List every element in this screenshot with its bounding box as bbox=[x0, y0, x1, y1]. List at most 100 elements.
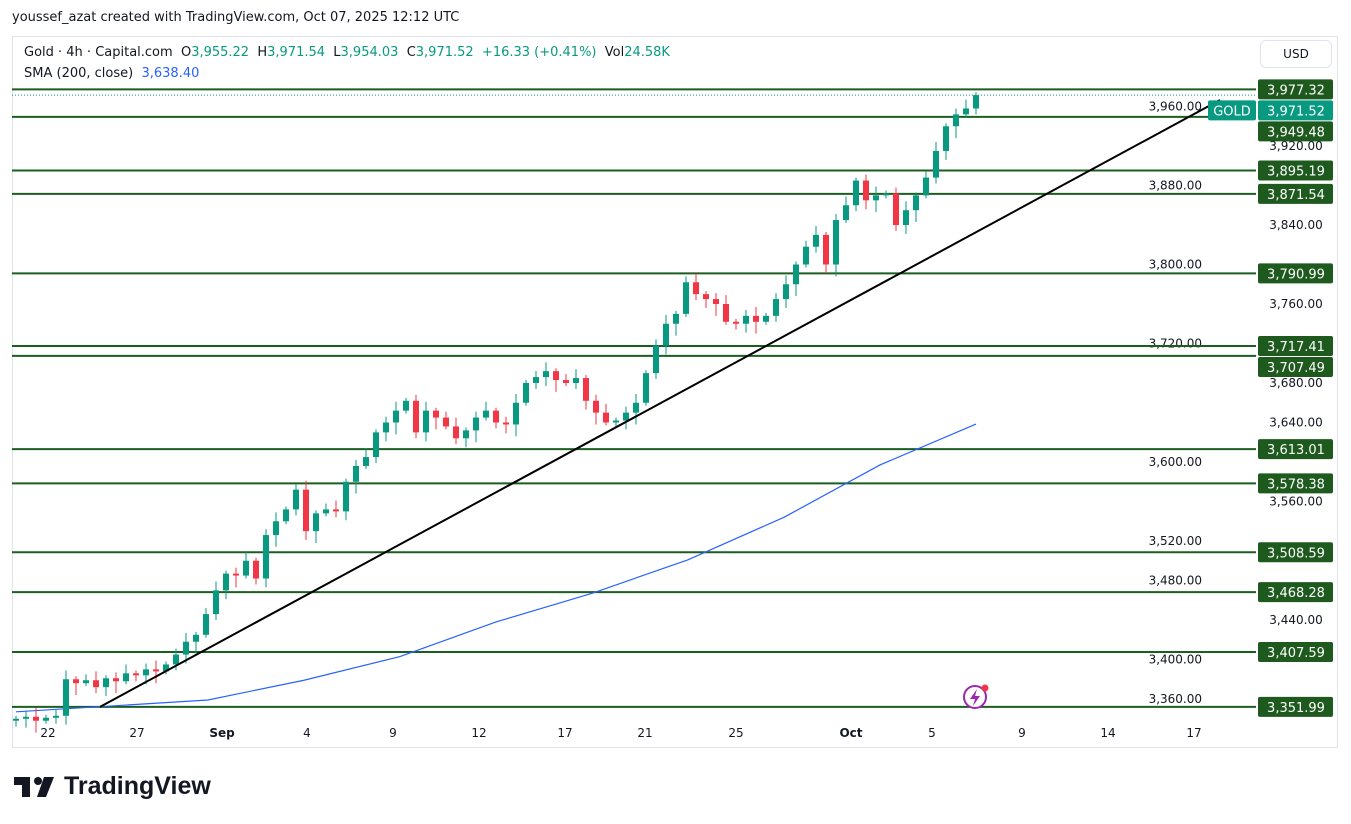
chart-frame bbox=[12, 36, 1338, 748]
level-price-tag bbox=[1258, 183, 1333, 204]
x-tick-label: 22 bbox=[40, 726, 55, 740]
y-tick-label: 3,600.00 bbox=[1149, 455, 1202, 469]
candle-body bbox=[593, 400, 599, 413]
candle-body bbox=[333, 509, 339, 512]
candle-body bbox=[243, 560, 249, 576]
change-value: +16.33 (+0.41%) bbox=[481, 45, 597, 60]
y-tick-label: 3,560.00 bbox=[1269, 495, 1322, 509]
level-price-label: 3,790.99 bbox=[1267, 267, 1325, 282]
level-price-tag bbox=[1258, 336, 1333, 357]
candle-body bbox=[423, 410, 429, 433]
y-tick-label: 3,880.00 bbox=[1149, 179, 1202, 193]
volume-value: 24.58K bbox=[624, 45, 670, 60]
candle-body bbox=[813, 234, 819, 247]
y-tick-label: 3,720.00 bbox=[1149, 337, 1202, 351]
candle-body bbox=[53, 715, 59, 718]
candle-body bbox=[123, 673, 129, 682]
candle-body bbox=[303, 489, 309, 532]
last-price-label: 3,971.52 bbox=[1267, 104, 1325, 119]
level-price-tag bbox=[1258, 696, 1333, 717]
candle-body bbox=[383, 422, 389, 433]
currency-button[interactable]: USD bbox=[1260, 40, 1332, 68]
candle-body bbox=[953, 114, 959, 127]
trendline bbox=[99, 99, 1221, 708]
candle-body bbox=[833, 220, 839, 265]
candle-body bbox=[713, 299, 719, 304]
candle-body bbox=[673, 313, 679, 324]
candle-body bbox=[823, 234, 829, 265]
symbol-info[interactable]: Gold · 4h · Capital.com bbox=[24, 45, 173, 60]
candle-body bbox=[193, 634, 199, 642]
notification-dot bbox=[981, 684, 989, 692]
candle-body bbox=[733, 321, 739, 324]
sma-200-line bbox=[15, 423, 977, 713]
level-price-label: 3,977.32 bbox=[1267, 83, 1325, 98]
sma-legend[interactable]: SMA (200, close) 3,638.40 bbox=[24, 66, 199, 81]
candle-body bbox=[313, 513, 319, 532]
level-price-label: 3,578.38 bbox=[1267, 477, 1325, 492]
level-price-label: 3,871.54 bbox=[1267, 188, 1325, 203]
candle-body bbox=[353, 465, 359, 482]
low-value: 3,954.03 bbox=[340, 45, 399, 60]
candle-body bbox=[513, 402, 519, 425]
y-tick-label: 3,840.00 bbox=[1269, 218, 1322, 232]
candle-body bbox=[613, 420, 619, 423]
candle-body bbox=[413, 400, 419, 433]
candle-body bbox=[783, 284, 789, 300]
candle-body bbox=[203, 614, 209, 635]
candle-body bbox=[683, 282, 689, 314]
candle-body bbox=[933, 150, 939, 178]
candle-body bbox=[863, 180, 869, 201]
volume-label: Vol bbox=[604, 45, 625, 60]
attribution: youssef_azat created with TradingView.co… bbox=[12, 10, 460, 25]
level-price-label: 3,895.19 bbox=[1267, 164, 1325, 179]
candle-body bbox=[453, 426, 459, 439]
x-tick-label: 9 bbox=[1018, 726, 1026, 740]
candle-body bbox=[693, 282, 699, 295]
candle-body bbox=[213, 590, 219, 615]
y-tick-label: 3,760.00 bbox=[1269, 297, 1322, 311]
candle-body bbox=[523, 383, 529, 403]
candle-body bbox=[603, 412, 609, 423]
candle-body bbox=[93, 680, 99, 688]
x-tick-label: 17 bbox=[1186, 726, 1201, 740]
candle-body bbox=[773, 299, 779, 316]
y-tick-label: 3,920.00 bbox=[1269, 139, 1322, 153]
candle-body bbox=[433, 410, 439, 418]
candle-body bbox=[703, 294, 709, 300]
x-tick-label: 17 bbox=[557, 726, 572, 740]
candle-body bbox=[163, 664, 169, 672]
y-tick-label: 3,520.00 bbox=[1149, 534, 1202, 548]
level-price-label: 3,707.49 bbox=[1267, 361, 1325, 376]
x-tick-label: 21 bbox=[637, 726, 652, 740]
candle-body bbox=[873, 195, 879, 201]
candle-body bbox=[583, 378, 589, 401]
level-price-tag bbox=[1258, 357, 1333, 378]
candle-body bbox=[153, 669, 159, 672]
level-price-tag bbox=[1258, 121, 1333, 142]
candle-body bbox=[973, 95, 979, 109]
x-tick-label: Sep bbox=[209, 726, 235, 740]
candle-body bbox=[853, 180, 859, 206]
x-tick-label: Oct bbox=[839, 726, 862, 740]
y-tick-label: 3,440.00 bbox=[1269, 613, 1322, 627]
candle-body bbox=[963, 108, 969, 115]
candle-body bbox=[483, 410, 489, 418]
candle-body bbox=[273, 521, 279, 536]
candle-body bbox=[913, 195, 919, 211]
high-value: 3,971.54 bbox=[267, 45, 326, 60]
candle-body bbox=[323, 509, 329, 514]
sma-value: 3,638.40 bbox=[141, 66, 200, 81]
candle-body bbox=[723, 304, 729, 322]
candle-body bbox=[103, 678, 109, 688]
candle-body bbox=[623, 412, 629, 421]
sma-label: SMA (200, close) bbox=[24, 66, 134, 81]
y-tick-label: 3,960.00 bbox=[1149, 100, 1202, 114]
x-tick-label: 4 bbox=[303, 726, 311, 740]
candle-body bbox=[893, 193, 899, 225]
level-price-tag bbox=[1258, 79, 1333, 100]
candle-body bbox=[543, 371, 549, 378]
candle-body bbox=[63, 679, 69, 716]
candle-body bbox=[883, 193, 889, 196]
